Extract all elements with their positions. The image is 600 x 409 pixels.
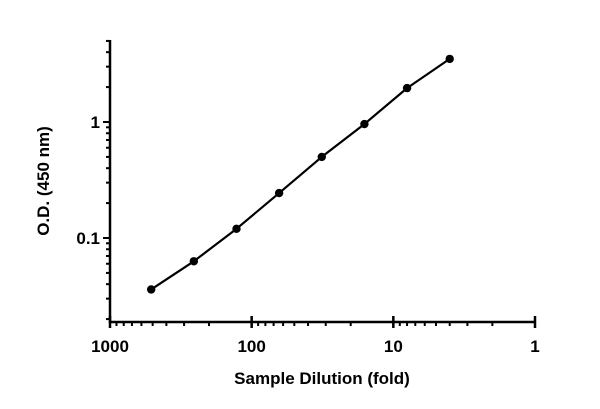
plot-area [146, 54, 454, 294]
data-point [146, 285, 156, 294]
data-point [274, 188, 284, 198]
x-tick-label: 100 [237, 337, 265, 356]
data-point [445, 54, 454, 64]
x-tick-label: 1 [530, 337, 539, 356]
y-axis-label: O.D. (450 nm) [34, 126, 53, 236]
x-tick-label: 10 [384, 337, 403, 356]
y-tick-label: 0.1 [76, 229, 100, 248]
y-tick-label: 1 [91, 113, 100, 132]
y-axis: 0.11 [76, 39, 112, 323]
data-point [317, 152, 326, 162]
data-point [360, 119, 369, 129]
series-line [150, 57, 451, 291]
x-axis: 1000 100 10 1 [91, 316, 540, 356]
data-point [189, 257, 199, 266]
data-point [402, 83, 412, 93]
data-point [232, 224, 241, 234]
x-tick-label: 1000 [91, 337, 129, 356]
x-axis-label: Sample Dilution (fold) [234, 369, 410, 388]
